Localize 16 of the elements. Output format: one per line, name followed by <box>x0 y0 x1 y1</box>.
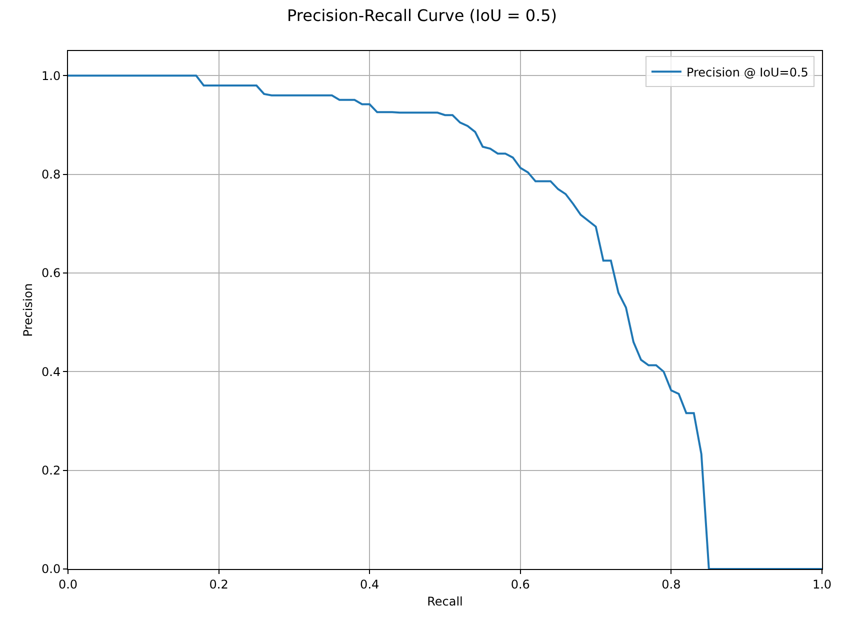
y-tick-label: 1.0 <box>42 68 61 83</box>
y-tick-label: 0.0 <box>42 562 61 576</box>
x-tick-label: 0.8 <box>662 577 681 592</box>
y-tick-label: 0.4 <box>42 364 61 379</box>
x-tick-label: 0.4 <box>360 577 380 592</box>
x-tick-label: 0.2 <box>209 577 228 592</box>
x-tick-label: 0.6 <box>510 577 530 592</box>
y-axis-title: Precision <box>20 283 35 337</box>
y-tick-label: 0.8 <box>42 168 61 182</box>
x-tick-label: 1.0 <box>812 577 832 592</box>
x-tick-label: 0.0 <box>58 577 78 592</box>
y-tick-label: 0.2 <box>42 464 61 478</box>
chart-title: Precision-Recall Curve (IoU = 0.5) <box>287 6 557 26</box>
legend-label: Precision @ IoU=0.5 <box>686 65 808 80</box>
y-tick-label: 0.6 <box>42 266 61 280</box>
x-axis-title: Recall <box>427 594 463 608</box>
